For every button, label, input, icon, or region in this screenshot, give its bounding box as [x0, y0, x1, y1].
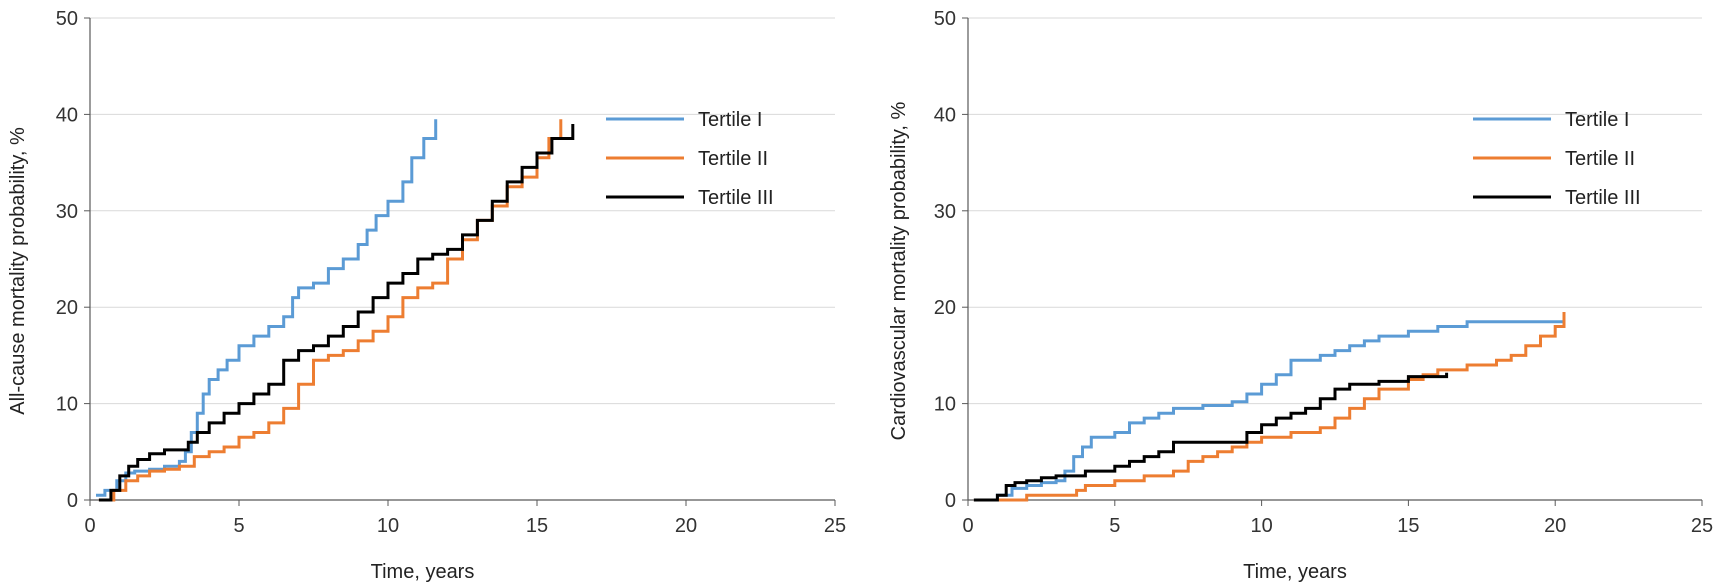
legend-label-tertile-ii: Tertile II	[698, 148, 768, 170]
legend-label-tertile-i: Tertile I	[698, 109, 762, 131]
y-tick-label: 50	[934, 8, 956, 30]
y-tick-label: 40	[934, 104, 956, 126]
y-axis-title: All-cause mortality probability, %	[7, 127, 29, 415]
x-tick-label: 20	[675, 515, 697, 537]
x-tick-label: 25	[824, 515, 846, 537]
x-axis-title: Time, years	[371, 561, 475, 583]
y-tick-label: 10	[56, 394, 78, 416]
x-tick-label: 5	[233, 515, 244, 537]
x-tick-label: 20	[1544, 515, 1566, 537]
y-tick-label: 30	[934, 201, 956, 223]
y-axis-title: Cardiovascular mortality probability, %	[888, 101, 910, 440]
y-tick-label: 20	[56, 297, 78, 319]
x-tick-label: 0	[84, 515, 95, 537]
chart-panel-2: 0 10 20 30 40 50 0 5 10 15 20 25 Time, years Cardiova…	[888, 8, 1713, 583]
x-tick-label: 15	[526, 515, 548, 537]
x-tick-label: 25	[1691, 515, 1713, 537]
series-line-tertile-iii	[973, 372, 1449, 502]
x-tick-label: 5	[1109, 515, 1120, 537]
chart-panel-1: 0 10 20 30 40 50 0 5 10 15 20 25 Time, years All-caus…	[7, 8, 846, 583]
x-tick-label: 10	[377, 515, 399, 537]
y-tick-label: 30	[56, 201, 78, 223]
series-line-tertile-iii	[98, 124, 575, 502]
x-tick-label: 10	[1250, 515, 1272, 537]
series-line-tertile-i	[96, 119, 438, 497]
series-line-tertile-ii	[973, 312, 1566, 502]
series-line-tertile-i	[973, 318, 1566, 502]
y-tick-label: 0	[945, 490, 956, 512]
y-tick-label: 40	[56, 104, 78, 126]
x-axis-title: Time, years	[1243, 561, 1347, 583]
legend-label-tertile-ii: Tertile II	[1565, 148, 1635, 170]
series-line-tertile-ii	[98, 119, 563, 502]
y-tick-label: 50	[56, 8, 78, 30]
x-tick-label: 0	[962, 515, 973, 537]
legend-label-tertile-i: Tertile I	[1565, 109, 1629, 131]
y-tick-label: 20	[934, 297, 956, 319]
legend-label-tertile-iii: Tertile III	[698, 187, 774, 209]
y-tick-label: 10	[934, 394, 956, 416]
y-tick-label: 0	[67, 490, 78, 512]
legend-label-tertile-iii: Tertile III	[1565, 187, 1641, 209]
x-tick-label: 15	[1397, 515, 1419, 537]
